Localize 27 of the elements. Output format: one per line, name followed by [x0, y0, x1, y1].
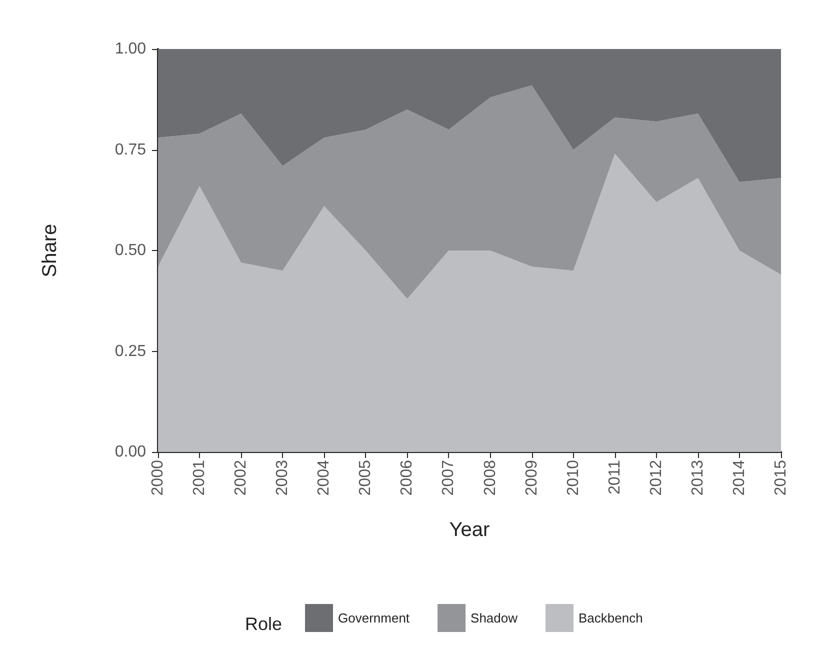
- y-tick-label: 0.00: [114, 444, 146, 460]
- x-tick-label: 2008: [482, 460, 499, 496]
- legend-title: Role: [245, 614, 282, 634]
- x-tick-label: 2002: [232, 460, 250, 496]
- legend-label: Backbench: [578, 610, 643, 626]
- x-tick-label: 2014: [730, 460, 748, 496]
- x-tick-label: 2013: [689, 460, 706, 496]
- x-axis-title: Year: [449, 519, 490, 541]
- x-tick-label: 2005: [357, 460, 374, 496]
- x-tick-label: 2003: [274, 460, 292, 496]
- y-tick-label: 1.00: [114, 40, 146, 58]
- x-tick-label: 2004: [316, 460, 333, 496]
- legend-label: Shadow: [470, 610, 518, 626]
- x-tick-label: 2012: [648, 460, 665, 496]
- legend-label: Government: [338, 610, 410, 626]
- x-tick-label: 2006: [398, 460, 416, 496]
- x-tick-label: 2000: [150, 460, 166, 496]
- y-tick-label: 0.25: [114, 342, 146, 360]
- x-tick-label: 2007: [440, 460, 458, 496]
- x-tick-label: 2001: [191, 460, 208, 496]
- x-tick-label: 2009: [523, 460, 540, 496]
- x-tick-label: 2010: [564, 460, 582, 496]
- x-tick-label: 2011: [606, 460, 624, 494]
- y-tick-label: 0.75: [114, 141, 146, 158]
- x-tick-label: 2015: [772, 460, 790, 496]
- y-tick-label: 0.50: [114, 242, 146, 259]
- y-axis-title: Share: [39, 224, 61, 278]
